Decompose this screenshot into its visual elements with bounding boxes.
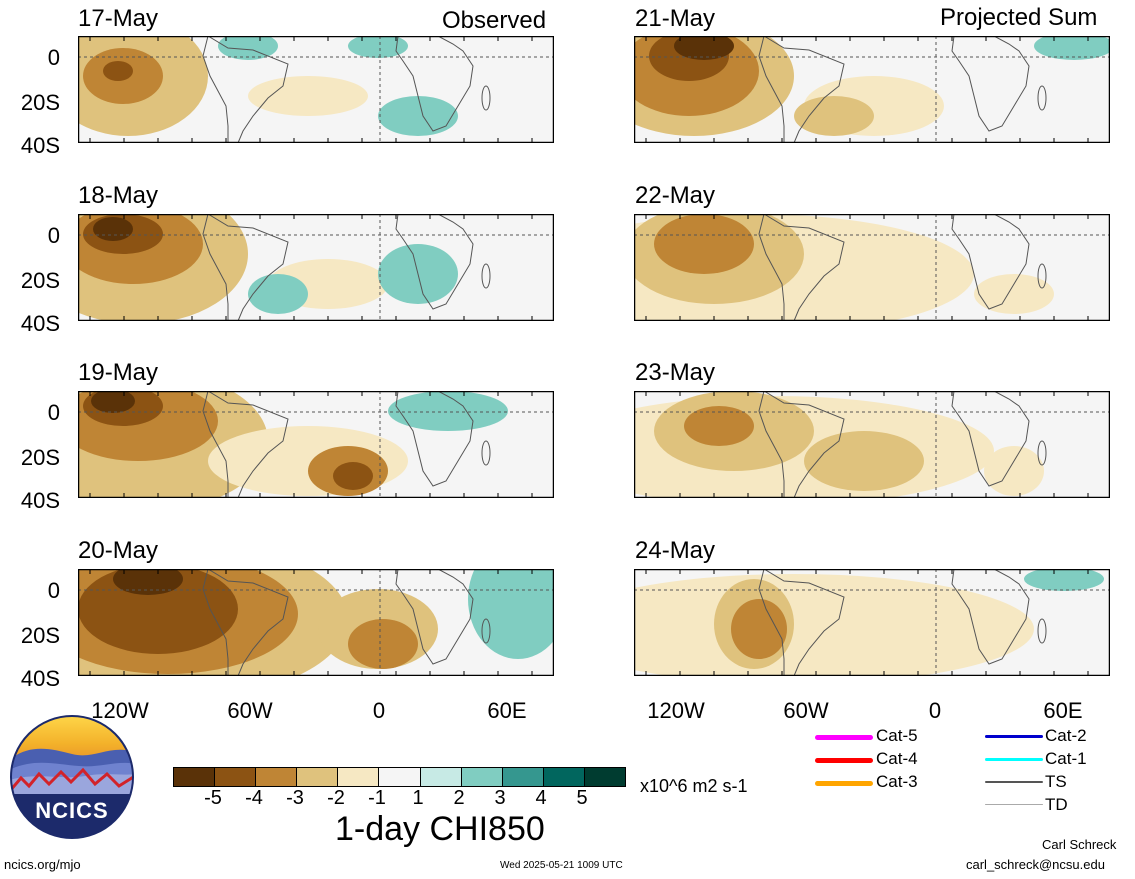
lat-label: 0 <box>47 45 60 70</box>
colorbar-box <box>419 767 462 787</box>
colorbar-box <box>583 767 626 787</box>
map-panel-right-1 <box>634 36 1110 143</box>
lon-label: 60E <box>487 698 527 723</box>
legend-label: Cat-1 <box>1045 749 1087 768</box>
colorbar-tick-label: -3 <box>286 787 304 809</box>
map-panel-right-4 <box>634 569 1110 676</box>
footer-url[interactable]: ncics.org/mjo <box>4 857 81 872</box>
colorbar-tick-label: -2 <box>327 787 345 809</box>
colorbar-box <box>378 767 421 787</box>
lon-label: 120W <box>647 698 705 723</box>
legend-label: Cat-4 <box>876 749 918 768</box>
projected-header: Projected Sum <box>940 4 1098 31</box>
date-label: 23-May <box>635 359 716 386</box>
lat-label: 0 <box>47 223 60 248</box>
date-label: 18-May <box>78 182 159 209</box>
lat-label: 0 <box>47 400 60 425</box>
map-panel-right-2 <box>634 214 1110 321</box>
map-panel-left-2 <box>78 214 554 321</box>
logo-text: NCICS <box>35 798 109 823</box>
colorbar-box <box>542 767 585 787</box>
lat-label: 20S <box>20 268 60 293</box>
figure-title: 1-day CHI850 <box>335 810 545 848</box>
legend-line-cat5 <box>815 735 873 740</box>
footer-author: Carl Schreck <box>1042 837 1117 852</box>
colorbar-tick-label: -1 <box>368 787 386 809</box>
legend-line-cat1 <box>985 758 1043 761</box>
observed-header: Observed <box>442 7 547 34</box>
colorbar-tick-label: 5 <box>576 787 588 809</box>
colorbar-tick-label: 1 <box>412 787 424 809</box>
date-label: 20-May <box>78 537 159 564</box>
footer-email[interactable]: carl_schreck@ncsu.edu <box>966 857 1105 872</box>
map-panel-left-4 <box>78 569 554 676</box>
ncics-logo: NCICS <box>9 714 135 840</box>
date-label: 21-May <box>635 5 716 32</box>
colorbar-tick-label: 2 <box>453 787 465 809</box>
legend-label: Cat-2 <box>1045 726 1087 745</box>
legend-line-cat2 <box>985 735 1043 738</box>
colorbar-box <box>296 767 339 787</box>
date-label: 24-May <box>635 537 716 564</box>
colorbar-tick-label: 3 <box>494 787 506 809</box>
map-panel-left-3 <box>78 391 554 498</box>
colorbar-units: x10^6 m2 s-1 <box>640 776 748 796</box>
legend-label: Cat-3 <box>876 772 918 791</box>
lat-label: 40S <box>20 666 60 691</box>
colorbar-box <box>214 767 257 787</box>
map-panel-left-1 <box>78 36 554 143</box>
colorbar-tick-label: 4 <box>535 787 547 809</box>
footer-timestamp: Wed 2025-05-21 1009 UTC <box>500 860 623 871</box>
legend-label: Cat-5 <box>876 726 918 745</box>
colorbar-box <box>173 767 216 787</box>
legend-line-td <box>985 804 1043 805</box>
lat-label: 0 <box>47 578 60 603</box>
legend-line-cat4 <box>815 758 873 763</box>
colorbar-box <box>337 767 380 787</box>
lon-label: 60W <box>783 698 829 723</box>
colorbar-tick-label: -4 <box>245 787 263 809</box>
lon-label: 60E <box>1043 698 1083 723</box>
legend-label: TS <box>1045 772 1067 791</box>
lat-label: 20S <box>20 445 60 470</box>
colorbar-box <box>460 767 503 787</box>
lat-label: 40S <box>20 133 60 158</box>
date-label: 22-May <box>635 182 716 209</box>
date-label: 17-May <box>78 5 159 32</box>
lat-label: 20S <box>20 90 60 115</box>
date-label: 19-May <box>78 359 159 386</box>
colorbar-tick-label: -5 <box>204 787 222 809</box>
legend-line-ts <box>985 781 1043 783</box>
lon-label: 60W <box>227 698 273 723</box>
lon-label: 120W <box>91 698 149 723</box>
lat-label: 40S <box>20 488 60 513</box>
legend-label: TD <box>1045 795 1068 814</box>
lon-label: 0 <box>372 698 386 723</box>
colorbar-box <box>255 767 298 787</box>
map-panel-right-3 <box>634 391 1110 498</box>
legend-line-cat3 <box>815 781 873 786</box>
lon-label: 0 <box>928 698 942 723</box>
lat-label: 20S <box>20 623 60 648</box>
colorbar-box <box>501 767 544 787</box>
lat-label: 40S <box>20 311 60 336</box>
